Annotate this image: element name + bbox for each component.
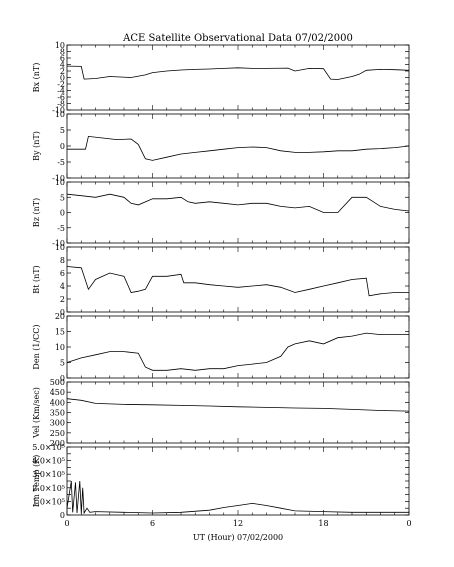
y-tick-label: 0 xyxy=(60,511,65,520)
y-tick-label: 5 xyxy=(60,193,65,202)
y-tick-label: 0 xyxy=(60,209,65,218)
y-axis-label: By (nT) xyxy=(32,131,41,161)
series-line xyxy=(66,193,410,213)
y-tick-label: 5 xyxy=(60,359,65,368)
y-tick-label: 200 xyxy=(50,439,65,448)
y-tick-label: 3.0×10⁵ xyxy=(32,470,65,479)
x-tick-label: 6 xyxy=(150,519,155,528)
y-tick-label: 5 xyxy=(60,126,65,135)
panel-2: -10 -5 0 5 10 By (nT) xyxy=(32,110,410,183)
y-axis-label: Ion Temp (K) xyxy=(32,455,41,508)
y-tick-label: 6 xyxy=(60,269,65,278)
y-tick-label: 2 xyxy=(60,295,65,304)
y-tick-label: 4 xyxy=(60,282,65,291)
series-line xyxy=(66,398,410,412)
panel-7: 0 1.0×10⁵ 2.0×10⁵ 3.0×10⁵ 4.0×10⁵ 5.0×10⁵ Ion … xyxy=(32,443,410,520)
panel-frame xyxy=(66,446,410,516)
x-axis-label: UT (Hour) 07/02/2000 xyxy=(193,533,283,542)
y-axis-label: Bz (nT) xyxy=(32,198,41,227)
x-tick-label: 0 xyxy=(64,519,69,528)
x-tick-label: 18 xyxy=(318,519,328,528)
y-tick-label: -5 xyxy=(57,158,65,167)
y-tick-label: 450 xyxy=(50,388,65,397)
y-tick-label: 0 xyxy=(60,142,65,151)
y-tick-label: 10 xyxy=(55,110,65,119)
y-tick-label: 2 xyxy=(60,67,65,76)
y-tick-label: -10 xyxy=(52,174,65,183)
y-tick-label: 350 xyxy=(50,409,65,418)
y-tick-label: -5 xyxy=(57,224,65,233)
y-axis-label: Bx (nT) xyxy=(32,63,41,93)
y-tick-label: -6 xyxy=(57,93,65,102)
series-line xyxy=(66,332,409,371)
y-tick-label: 0 xyxy=(60,308,65,317)
y-axis-label: Vel (Km/sec) xyxy=(32,387,41,439)
y-tick-label: 6 xyxy=(60,54,65,63)
panel-frame xyxy=(66,113,410,179)
y-tick-label: 15 xyxy=(55,328,65,337)
panel-3: -10 -5 0 5 10 Bz (nT) xyxy=(32,178,410,248)
y-tick-label: 4.0×10⁵ xyxy=(32,457,65,466)
y-tick-label: 2.0×10⁵ xyxy=(32,484,65,493)
panel-frame xyxy=(66,44,410,111)
y-tick-label: 500 xyxy=(50,378,65,387)
x-tick-label: 12 xyxy=(233,519,243,528)
panel-frame xyxy=(66,246,410,313)
y-tick-label: 300 xyxy=(50,419,65,428)
chart-title: ACE Satellite Observational Data 07/02/2… xyxy=(122,33,353,44)
y-tick-label: -10 xyxy=(52,239,65,248)
series-line xyxy=(66,65,410,80)
panel-5: 0 5 10 15 20 Den (1/CC) xyxy=(32,312,410,383)
panel-4: 0 2 4 6 8 10 Bt (nT) xyxy=(32,243,410,317)
y-tick-label: 8 xyxy=(60,256,65,265)
y-tick-label: 4 xyxy=(60,61,65,70)
y-tick-label: 0 xyxy=(60,374,65,383)
x-tick-label: 0 xyxy=(406,519,411,528)
series-line xyxy=(66,266,409,297)
y-tick-label: -10 xyxy=(52,106,65,115)
y-tick-label: 8 xyxy=(60,48,65,57)
series-line xyxy=(66,480,409,515)
y-axis-label: Den (1/CC) xyxy=(32,324,41,369)
y-tick-label: 10 xyxy=(55,343,65,352)
panel-frame xyxy=(66,315,410,379)
y-tick-label: 20 xyxy=(55,312,65,321)
y-tick-label: 400 xyxy=(50,398,65,407)
panel-frame xyxy=(66,381,410,444)
panel-frame xyxy=(66,181,410,244)
y-tick-label: 1.0×10⁵ xyxy=(32,497,65,506)
series-line xyxy=(67,135,410,161)
y-axis-label: Bt (nT) xyxy=(32,265,41,293)
y-tick-label: -4 xyxy=(57,87,65,96)
y-tick-label: 10 xyxy=(55,41,65,50)
y-tick-label: 250 xyxy=(50,429,65,438)
y-tick-label: 10 xyxy=(55,178,65,187)
y-tick-label: -8 xyxy=(57,100,65,109)
y-tick-label: 10 xyxy=(55,243,65,252)
y-tick-label: -2 xyxy=(57,80,65,89)
y-tick-label: 0 xyxy=(60,74,65,83)
y-tick-label: 5.0×10⁵ xyxy=(32,443,65,452)
